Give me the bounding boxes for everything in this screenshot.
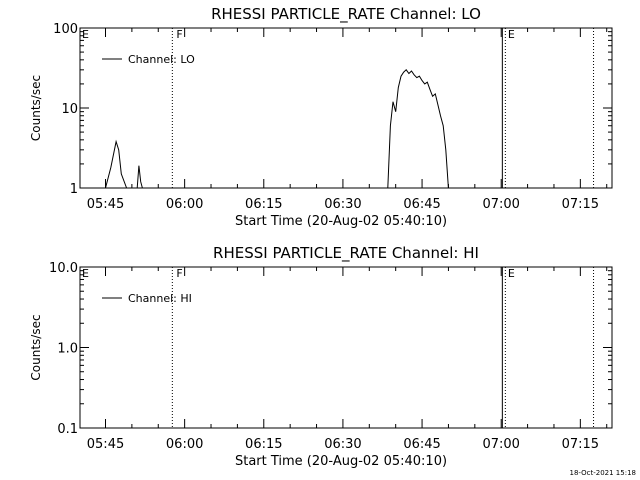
legend-label-1: Channel: HI <box>128 292 192 305</box>
x-tick-label-1: 06:00 <box>166 437 203 452</box>
x-tick-label-0: 07:00 <box>482 197 519 212</box>
plot-frame-0 <box>79 27 613 189</box>
y-axis-label-1: Counts/sec <box>29 314 43 380</box>
corner-label-0: E <box>82 28 89 41</box>
series-line-0 <box>387 69 449 189</box>
x-tick-label-1: 06:45 <box>403 437 440 452</box>
x-tick-label-0: 07:15 <box>562 197 599 212</box>
y-axis-label-0: Counts/sec <box>29 75 43 141</box>
corner-label-1: E <box>82 267 89 280</box>
series-line-0 <box>105 139 143 189</box>
x-tick-label-0: 05:45 <box>87 197 124 212</box>
x-axis-label-1: Start Time (20-Aug-02 05:40:10) <box>235 454 447 469</box>
marker-label-1: E <box>508 267 515 280</box>
y-tick-label-1: 0.1 <box>57 422 78 437</box>
marker-label-1: F <box>176 267 182 280</box>
marker-label-0: F <box>176 28 182 41</box>
y-tick-label-1: 1.0 <box>57 342 78 357</box>
x-tick-label-1: 07:00 <box>482 437 519 452</box>
x-tick-label-0: 06:30 <box>324 197 361 212</box>
chart-title-0: RHESSI PARTICLE_RATE Channel: LO <box>211 5 481 24</box>
chart-title-1: RHESSI PARTICLE_RATE Channel: HI <box>213 244 479 263</box>
x-axis-label-0: Start Time (20-Aug-02 05:40:10) <box>235 214 447 229</box>
y-tick-label-0: 10 <box>61 102 78 117</box>
y-tick-label-0: 100 <box>53 22 78 37</box>
x-tick-label-0: 06:00 <box>166 197 203 212</box>
x-tick-label-0: 06:45 <box>403 197 440 212</box>
x-tick-label-1: 07:15 <box>562 437 599 452</box>
x-tick-label-0: 06:15 <box>245 197 282 212</box>
x-tick-label-1: 06:15 <box>245 437 282 452</box>
x-tick-label-1: 06:30 <box>324 437 361 452</box>
footer-timestamp: 18-Oct-2021 15:18 <box>569 469 636 477</box>
y-tick-label-0: 1 <box>70 182 78 197</box>
legend-label-0: Channel: LO <box>128 53 195 66</box>
y-tick-label-1: 10.0 <box>49 261 78 276</box>
marker-label-0: E <box>508 28 515 41</box>
x-tick-label-1: 05:45 <box>87 437 124 452</box>
